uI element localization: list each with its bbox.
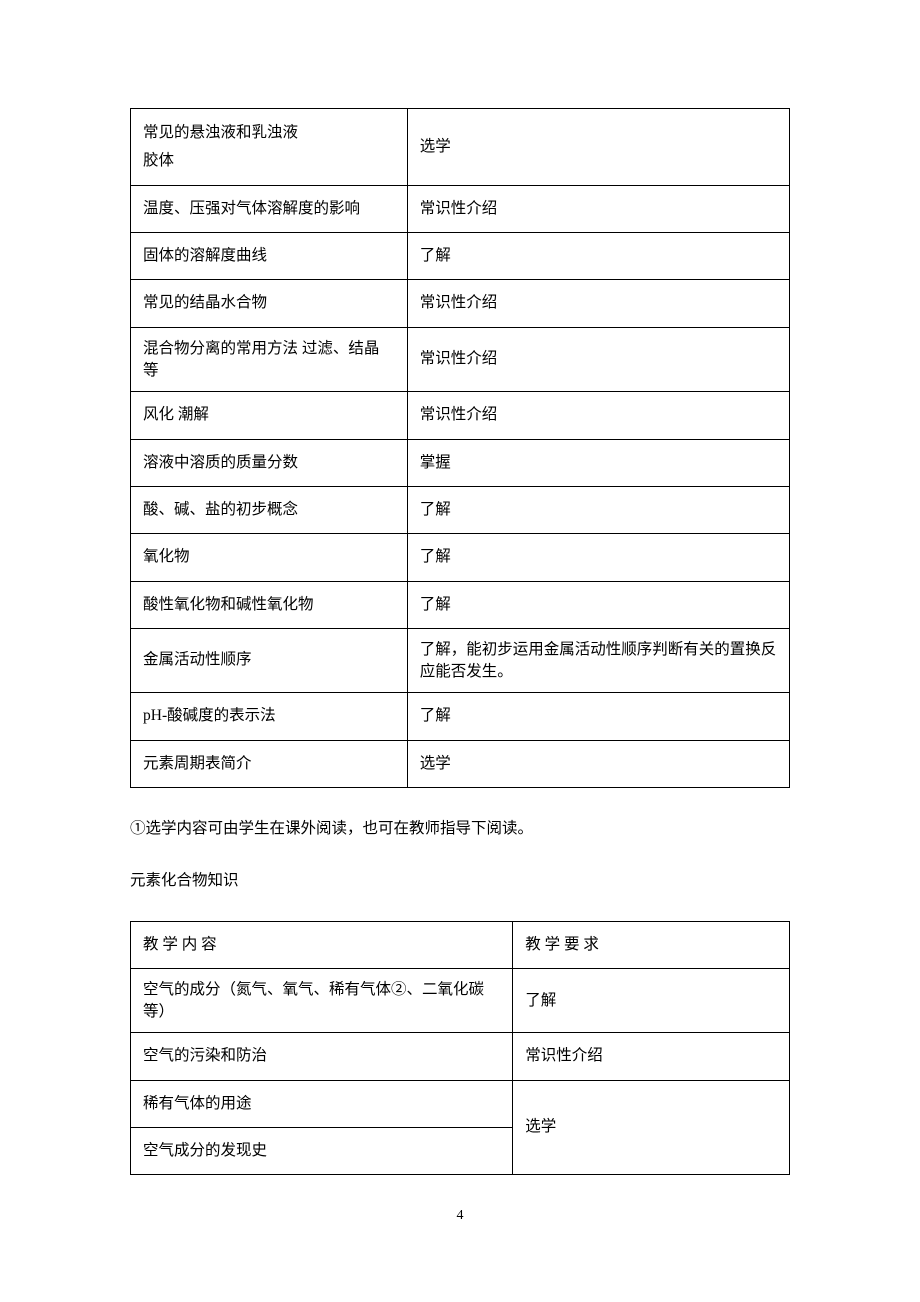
- page-content: 常见的悬浊液和乳浊液 胶体 选学 温度、压强对气体溶解度的影响 常识性介绍 固体…: [130, 108, 790, 1228]
- cell-right: 常识性介绍: [407, 327, 789, 391]
- cell-left: 氧化物: [131, 534, 408, 581]
- table-row: 常见的结晶水合物 常识性介绍: [131, 280, 790, 327]
- cell-left: 常见的悬浊液和乳浊液 胶体: [131, 109, 408, 186]
- cell-left: 固体的溶解度曲线: [131, 233, 408, 280]
- section-title: 元素化合物知识: [130, 868, 790, 894]
- cell-right: 常识性介绍: [407, 280, 789, 327]
- cell-right: 了解: [407, 486, 789, 533]
- cell-left: 混合物分离的常用方法 过滤、结晶等: [131, 327, 408, 391]
- cell-right: 选学: [407, 740, 789, 787]
- cell-left: 酸、碱、盐的初步概念: [131, 486, 408, 533]
- cell-left: pH-酸碱度的表示法: [131, 693, 408, 740]
- table-row: 溶液中溶质的质量分数 掌握: [131, 439, 790, 486]
- cell-left: 金属活动性顺序: [131, 628, 408, 692]
- cell-left: 风化 潮解: [131, 392, 408, 439]
- cell-left: 酸性氧化物和碱性氧化物: [131, 581, 408, 628]
- footnote-1: ①选学内容可由学生在课外阅读，也可在教师指导下阅读。: [130, 816, 790, 842]
- cell-left: 空气成分的发现史: [131, 1128, 513, 1175]
- table-row: 混合物分离的常用方法 过滤、结晶等 常识性介绍: [131, 327, 790, 391]
- table-row: 酸、碱、盐的初步概念 了解: [131, 486, 790, 533]
- cell-right: 了解: [407, 581, 789, 628]
- table-row: 温度、压强对气体溶解度的影响 常识性介绍: [131, 185, 790, 232]
- page-number: 4: [130, 1205, 790, 1227]
- cell-right: 选学: [513, 1080, 790, 1175]
- cell-right: 掌握: [407, 439, 789, 486]
- cell-left: 溶液中溶质的质量分数: [131, 439, 408, 486]
- cell-left: 稀有气体的用途: [131, 1080, 513, 1127]
- cell-line-1: 常见的悬浊液和乳浊液: [143, 119, 395, 147]
- cell-left: 温度、压强对气体溶解度的影响: [131, 185, 408, 232]
- table-row: 空气的污染和防治 常识性介绍: [131, 1033, 790, 1080]
- cell-right: 了解，能初步运用金属活动性顺序判断有关的置换反应能否发生。: [407, 628, 789, 692]
- cell-right: 选学: [407, 109, 789, 186]
- cell-right: 了解: [407, 534, 789, 581]
- table-row: 元素周期表简介 选学: [131, 740, 790, 787]
- table-row: 固体的溶解度曲线 了解: [131, 233, 790, 280]
- table-row: 酸性氧化物和碱性氧化物 了解: [131, 581, 790, 628]
- cell-left: 空气的污染和防治: [131, 1033, 513, 1080]
- cell-left: 元素周期表简介: [131, 740, 408, 787]
- table-2: 教 学 内 容 教 学 要 求 空气的成分（氮气、氧气、稀有气体②、二氧化碳等）…: [130, 921, 790, 1176]
- table-row: 金属活动性顺序 了解，能初步运用金属活动性顺序判断有关的置换反应能否发生。: [131, 628, 790, 692]
- cell-right: 常识性介绍: [513, 1033, 790, 1080]
- cell-left: 空气的成分（氮气、氧气、稀有气体②、二氧化碳等）: [131, 969, 513, 1033]
- cell-right: 了解: [407, 693, 789, 740]
- table-row: 氧化物 了解: [131, 534, 790, 581]
- cell-line-2: 胶体: [143, 147, 395, 175]
- cell-right: 了解: [407, 233, 789, 280]
- cell-right: 常识性介绍: [407, 185, 789, 232]
- cell-right: 常识性介绍: [407, 392, 789, 439]
- header-right: 教 学 要 求: [513, 921, 790, 968]
- header-left: 教 学 内 容: [131, 921, 513, 968]
- table-row: 风化 潮解 常识性介绍: [131, 392, 790, 439]
- cell-left: 常见的结晶水合物: [131, 280, 408, 327]
- cell-right: 了解: [513, 969, 790, 1033]
- table-row: pH-酸碱度的表示法 了解: [131, 693, 790, 740]
- table-row: 空气的成分（氮气、氧气、稀有气体②、二氧化碳等） 了解: [131, 969, 790, 1033]
- table-1: 常见的悬浊液和乳浊液 胶体 选学 温度、压强对气体溶解度的影响 常识性介绍 固体…: [130, 108, 790, 788]
- table-row: 稀有气体的用途 选学: [131, 1080, 790, 1127]
- table-header-row: 教 学 内 容 教 学 要 求: [131, 921, 790, 968]
- table-row: 常见的悬浊液和乳浊液 胶体 选学: [131, 109, 790, 186]
